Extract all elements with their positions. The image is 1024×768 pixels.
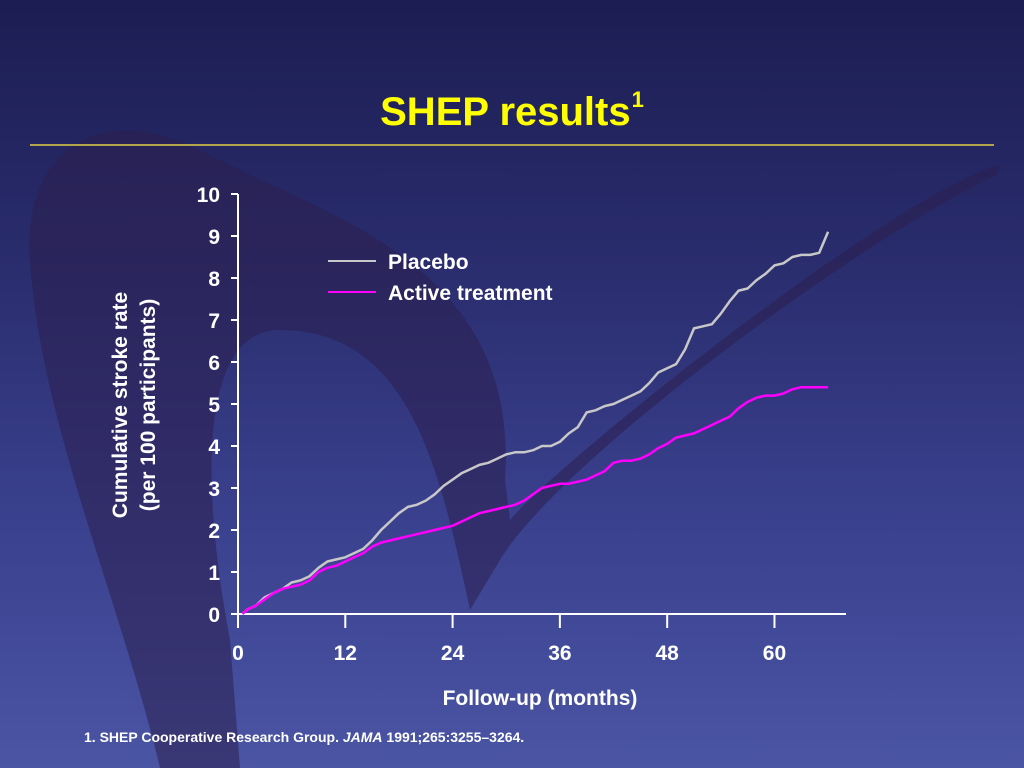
y-tick-label: 2	[208, 520, 220, 543]
footnote-citation: 1991;265:3255–3264.	[386, 729, 525, 745]
slide-title: SHEP results1	[0, 72, 1024, 140]
y-tick-label: 8	[208, 268, 220, 291]
series-line-placebo	[241, 231, 830, 615]
chart-series	[241, 231, 830, 615]
footnote-journal: JAMA	[342, 729, 383, 745]
footnote-number: 1.	[84, 729, 96, 745]
y-axis-label-line1: Cumulative stroke rate	[109, 292, 132, 518]
legend-label: Active treatment	[388, 282, 553, 305]
x-tick-label: 48	[655, 642, 679, 665]
footnote-text: SHEP Cooperative Research Group.	[99, 729, 339, 745]
y-axis-label-line2: (per 100 participants)	[137, 299, 160, 511]
footnote: 1. SHEP Cooperative Research Group. JAMA…	[84, 729, 524, 745]
y-tick-label: 3	[208, 478, 220, 501]
legend-label: Placebo	[388, 251, 469, 274]
x-tick-label: 60	[763, 642, 786, 665]
x-tick-label: 36	[548, 642, 571, 665]
chart-axes	[231, 193, 846, 628]
y-tick-label: 1	[208, 562, 220, 585]
title-divider	[30, 144, 994, 146]
slide-title-text: SHEP results	[380, 90, 631, 134]
x-axis-label: Follow-up (months)	[443, 687, 638, 710]
x-tick-label: 0	[232, 642, 244, 665]
y-tick-label: 7	[208, 310, 220, 333]
x-tick-label: 12	[334, 642, 357, 665]
chart-legend: Placebo Active treatment	[328, 251, 553, 305]
y-tick-label: 6	[208, 352, 220, 375]
y-tick-label: 10	[197, 184, 220, 207]
title-footnote-mark: 1	[631, 87, 644, 112]
y-axis-label: Cumulative stroke rate (per 100 particip…	[109, 292, 160, 518]
y-tick-label: 5	[208, 394, 220, 417]
y-tick-label: 4	[208, 436, 220, 459]
y-tick-label: 9	[208, 226, 220, 249]
y-tick-label: 0	[208, 604, 220, 627]
x-tick-label: 24	[441, 642, 465, 665]
series-line-active-treatment	[241, 385, 829, 615]
